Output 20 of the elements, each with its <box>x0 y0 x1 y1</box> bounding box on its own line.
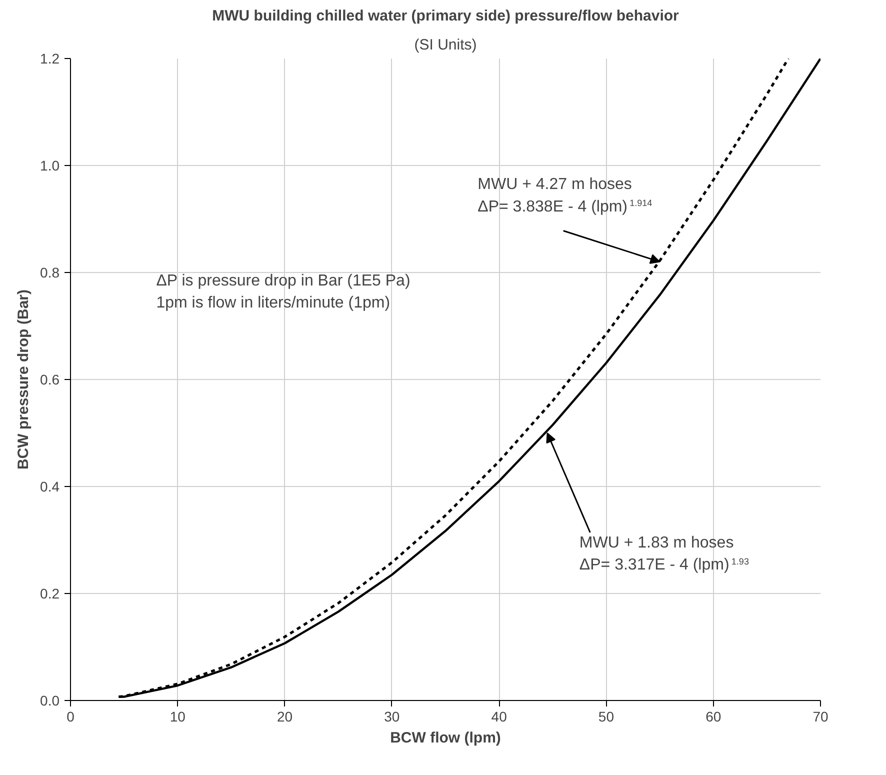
x-tick-label: 20 <box>277 708 293 724</box>
x-tick-label: 50 <box>598 708 614 724</box>
x-tick-label: 40 <box>491 708 508 724</box>
chart-subtitle: (SI Units) <box>414 36 477 54</box>
y-tick-label: 0.6 <box>40 372 60 388</box>
y-tick-label: 1.2 <box>40 50 60 66</box>
y-tick-label: 0.0 <box>40 692 60 708</box>
y-tick-label: 1.0 <box>40 158 60 174</box>
x-tick-label: 60 <box>706 708 722 724</box>
x-tick-label: 70 <box>812 708 828 724</box>
x-axis-title: BCW flow (lpm) <box>390 730 501 746</box>
y-axis-title: BCW pressure drop (Bar) <box>15 289 32 470</box>
y-tick-label: 0.2 <box>40 586 60 602</box>
x-tick-label: 30 <box>384 708 400 724</box>
y-tick-label: 0.8 <box>40 264 60 280</box>
annotation: ΔP is pressure drop in Bar (1E5 Pa) 1pm is flow in liters/minute (1pm) <box>156 272 410 312</box>
x-tick-label: 10 <box>170 708 186 724</box>
chart-title: MWU building chilled water (primary side) pressure/flow behavior <box>212 8 680 24</box>
x-tick-label: 0 <box>66 708 75 724</box>
y-tick-label: 0.4 <box>40 478 60 494</box>
